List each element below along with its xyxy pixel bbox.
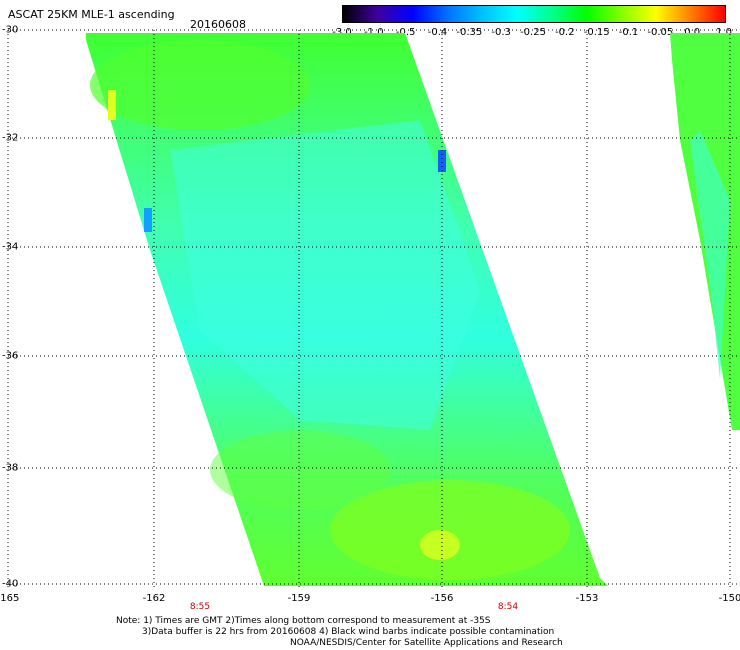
note-line-3: NOAA/NESDIS/Center for Satellite Applica…	[290, 638, 563, 648]
lat-label: -40	[2, 578, 19, 590]
colorbar-tick-label: -3.0	[332, 27, 352, 38]
lon-label: -150	[718, 593, 740, 604]
colorbar-tick-label: -0.25	[520, 27, 546, 38]
swath-spot	[108, 90, 116, 120]
swath-right-core	[690, 130, 730, 380]
colorbar-tick-label: -0.4	[427, 27, 448, 38]
lat-label: -34	[2, 241, 19, 253]
note-line-2: 3)Data buffer is 22 hrs from 20160608 4)…	[142, 627, 555, 637]
lon-label: -162	[142, 593, 166, 604]
lon-label: -165	[0, 593, 20, 604]
lat-label: -38	[2, 462, 19, 474]
colorbar-tick-label: -0.1	[618, 27, 639, 38]
lat-label: -32	[2, 132, 19, 144]
swath-map	[7, 29, 740, 590]
lon-label: -159	[287, 593, 311, 604]
colorbar-tick-label: -0.15	[583, 27, 610, 38]
map-date: 20160608	[190, 18, 246, 31]
colorbar-tick-label: -0.5	[395, 27, 416, 38]
swath-patch	[330, 480, 570, 580]
swath-patch	[420, 530, 460, 560]
lon-label: -156	[430, 593, 454, 604]
colorbar	[342, 5, 726, 23]
map-title: ASCAT 25KM MLE-1 ascending	[8, 8, 175, 21]
swath-core	[170, 120, 480, 430]
lon-label: -153	[575, 593, 599, 604]
map-area	[7, 29, 740, 590]
time-label: 8:54	[497, 602, 519, 612]
swath-spot	[144, 208, 152, 232]
swath-spot	[438, 150, 446, 172]
time-label: 8:55	[189, 602, 211, 612]
colorbar-tick-label: -0.3	[491, 27, 511, 38]
note-line-1: Note: 1) Times are GMT 2)Times along bot…	[116, 616, 491, 626]
colorbar-tick-label: -0.2	[555, 27, 575, 38]
colorbar-tick-label: -0.35	[456, 27, 483, 38]
swath-patch	[210, 430, 390, 510]
colorbar-tick-label: -0.05	[647, 27, 674, 38]
lat-label: -36	[2, 350, 19, 362]
lat-label: -30	[2, 24, 19, 36]
swath-patch	[90, 40, 310, 130]
colorbar-tick-label: 1.0	[716, 27, 732, 38]
colorbar-tick-label: 0.0	[684, 27, 701, 38]
colorbar-tick-label: -1.0	[364, 27, 384, 38]
